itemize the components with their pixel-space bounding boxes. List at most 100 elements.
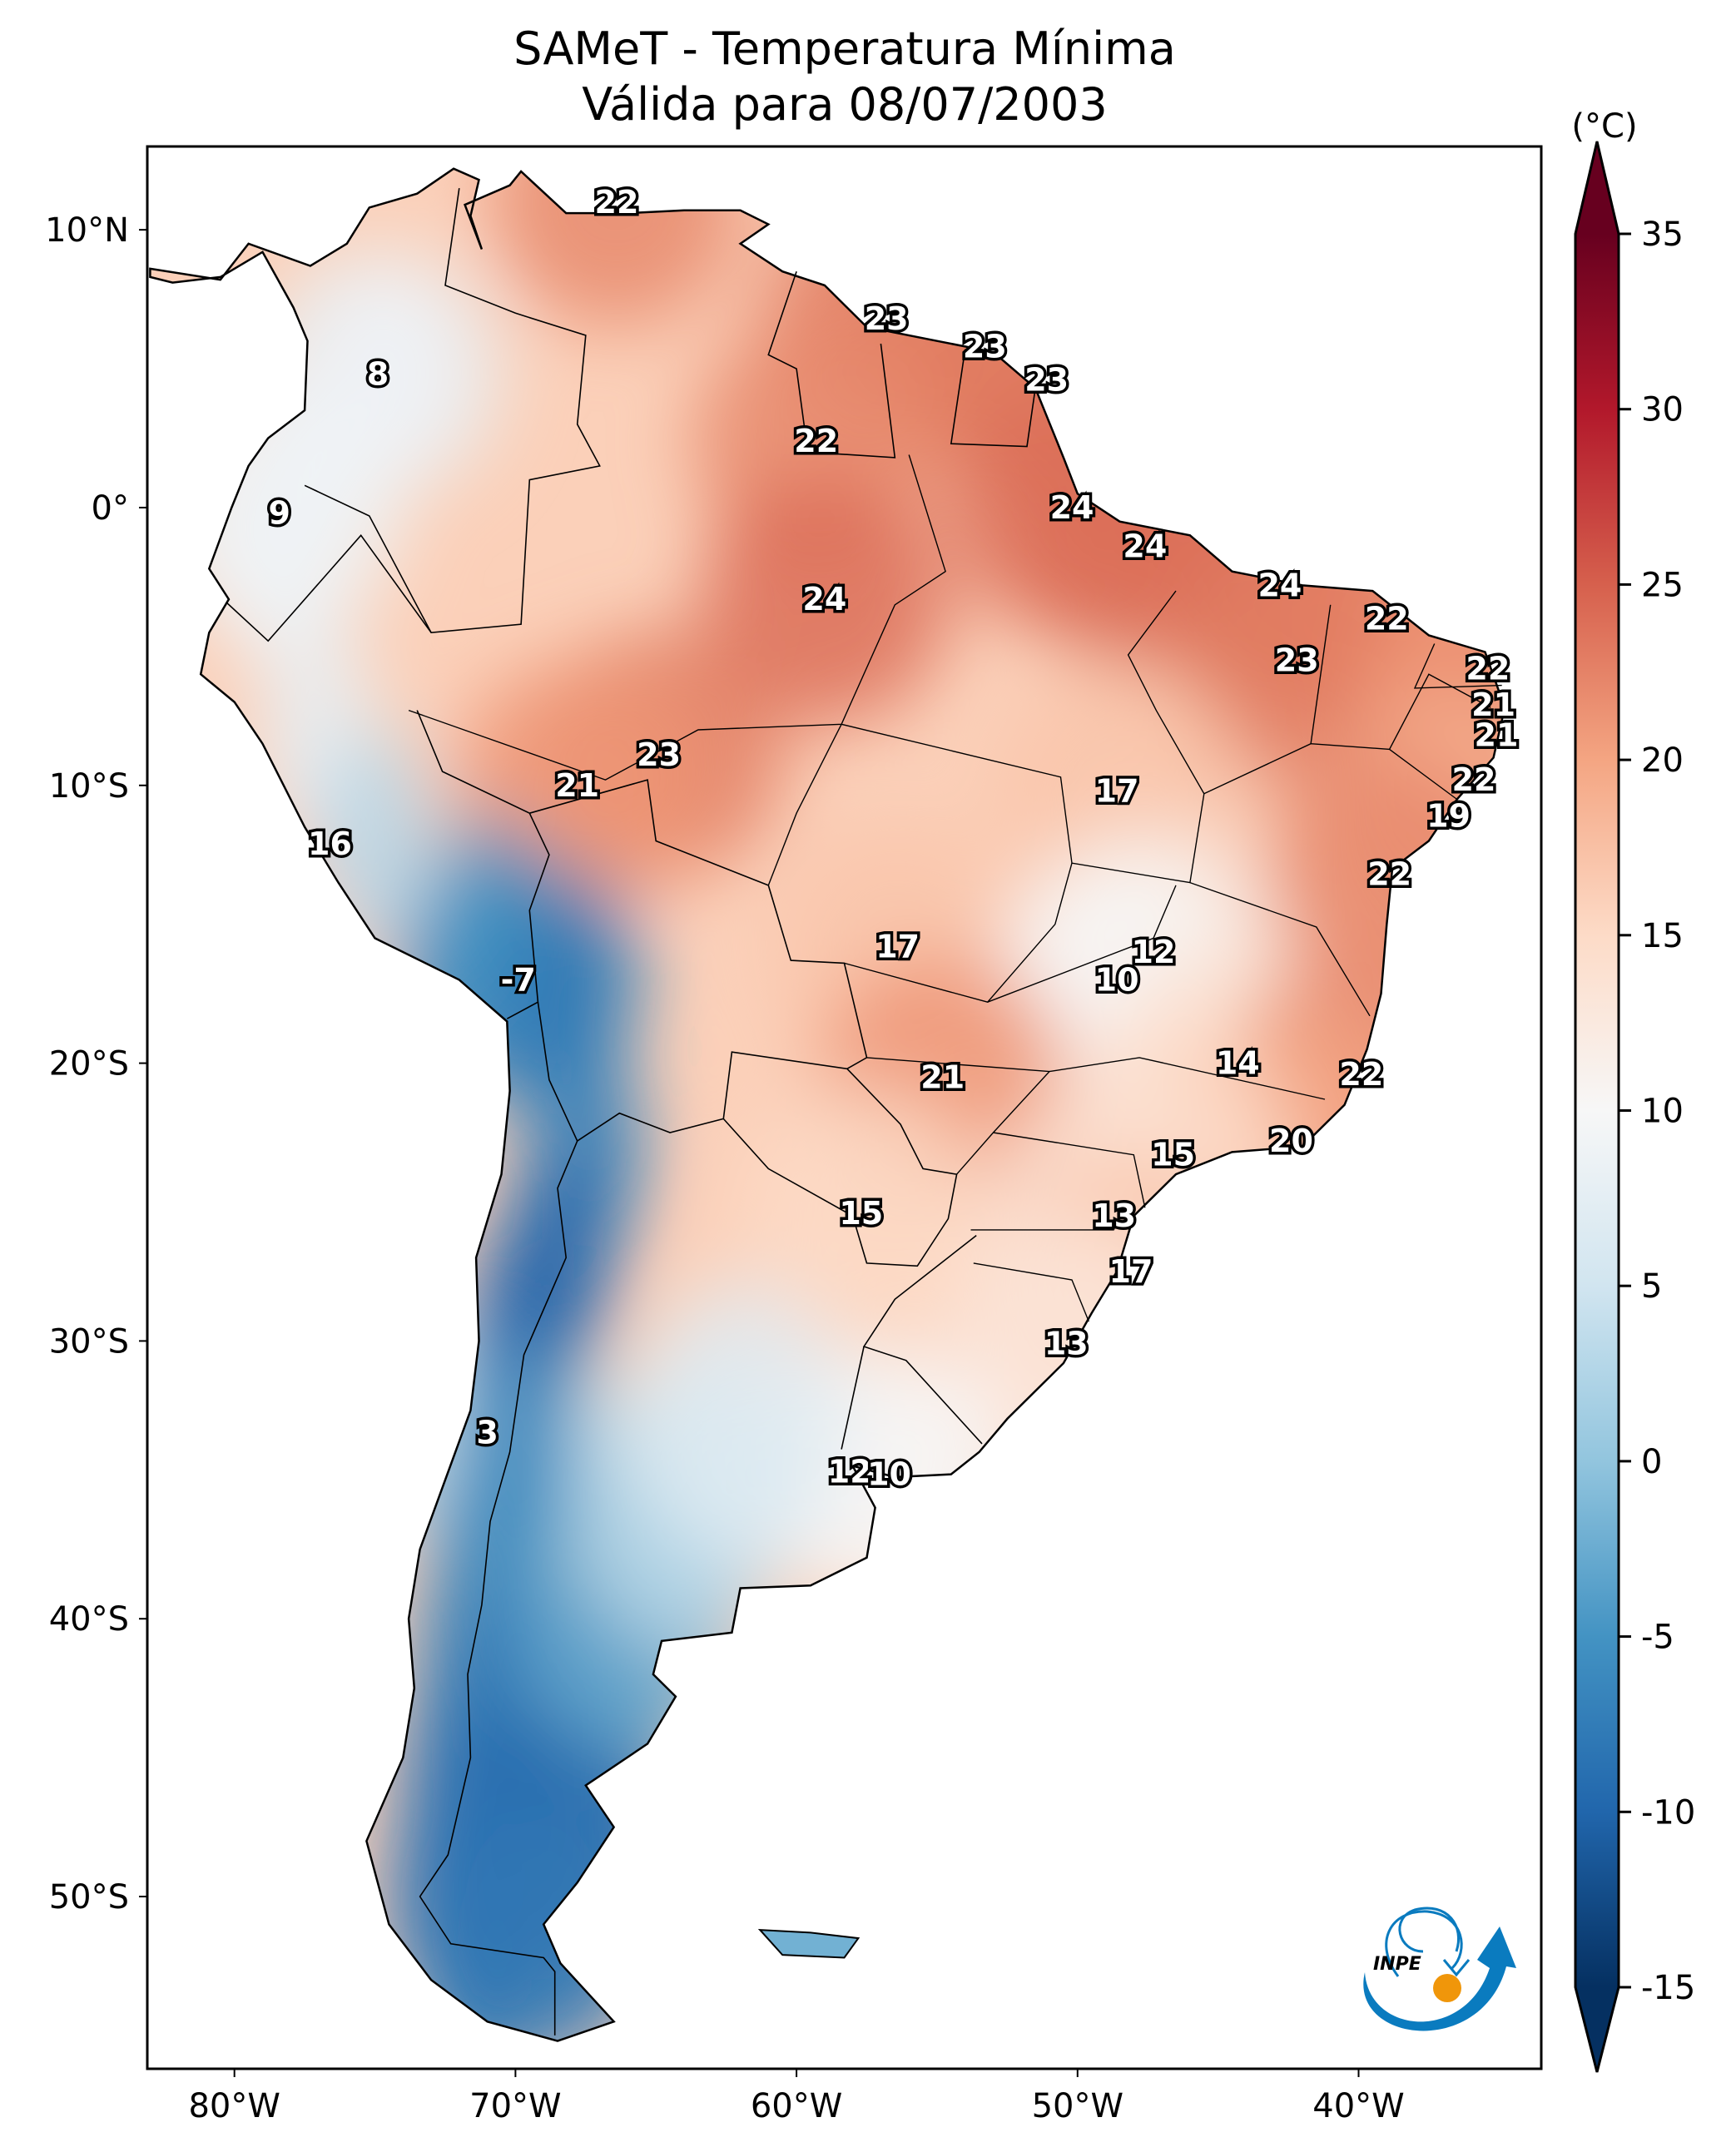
border-line bbox=[950, 349, 1036, 448]
x-tick-label: 80°W bbox=[188, 2087, 280, 2125]
x-tick-label: 50°W bbox=[1032, 2087, 1123, 2125]
station-temperature-label: 23 bbox=[1024, 361, 1069, 398]
colorbar-tick-label: 15 bbox=[1641, 917, 1684, 955]
station-temperature-label: 22 bbox=[1452, 761, 1496, 798]
station-temperature-label: 21 bbox=[1475, 717, 1519, 754]
border-line bbox=[419, 1140, 578, 2035]
station-temperature-label: 13 bbox=[1092, 1197, 1136, 1234]
station-temperature-label: 8 bbox=[367, 356, 389, 393]
field-patch bbox=[632, 1282, 849, 1566]
station-temperature-label: 23 bbox=[637, 736, 681, 773]
colorbar-tick-label: 25 bbox=[1641, 566, 1684, 604]
y-tick-label: 10°N bbox=[45, 211, 129, 250]
station-temperature-label: 10 bbox=[1095, 961, 1139, 998]
station-temperature-label: 24 bbox=[1050, 489, 1094, 526]
colorbar-tick-label: 0 bbox=[1641, 1443, 1662, 1481]
station-temperature-label: 24 bbox=[802, 581, 846, 617]
colorbar-tick-label: 5 bbox=[1641, 1267, 1662, 1306]
map-frame bbox=[146, 145, 1543, 2070]
x-tick-label: 40°W bbox=[1312, 2087, 1404, 2125]
logo-swoosh-arrow bbox=[1363, 1926, 1516, 2031]
station-temperature-label: 12 bbox=[828, 1453, 872, 1490]
station-temperature-label: 12 bbox=[1132, 934, 1176, 970]
logo-text: INPE bbox=[1373, 1954, 1421, 1975]
station-temperature-label: 20 bbox=[1269, 1123, 1313, 1159]
state-border-line bbox=[1049, 1057, 1326, 1100]
station-temperature-label: 17 bbox=[1109, 1253, 1153, 1290]
state-border-line bbox=[841, 590, 1205, 884]
border-line bbox=[304, 187, 601, 634]
y-tick-label: 40°S bbox=[49, 1600, 129, 1639]
country-borders bbox=[226, 187, 1502, 2035]
colorbar-tick-label: 20 bbox=[1641, 741, 1684, 780]
colorbar-tick-label: -15 bbox=[1641, 1969, 1695, 2007]
logo-arrow-head-small bbox=[1442, 1959, 1471, 1977]
station-temperature-label: 9 bbox=[268, 495, 290, 532]
state-border-line bbox=[844, 863, 1073, 1003]
station-temperature-label: 21 bbox=[1471, 687, 1515, 723]
colorbar-body bbox=[1575, 234, 1619, 1987]
station-temperature-label: 16 bbox=[308, 826, 352, 862]
colorbar-ticks: 35 30 25 20 15 10 5 0 -5 -10 -15 bbox=[1619, 216, 1695, 2007]
station-temperature-label: 21 bbox=[555, 767, 599, 804]
colorbar: 35 30 25 20 15 10 5 0 -5 -10 -15 (°C) bbox=[1571, 107, 1695, 2073]
station-temperature-label: 22 bbox=[1365, 600, 1409, 637]
border-line bbox=[841, 1346, 865, 1450]
y-tick-label: 20°S bbox=[49, 1045, 129, 1083]
y-tick-label: 0° bbox=[92, 489, 129, 528]
chart-subtitle: Válida para 08/07/2003 bbox=[582, 78, 1108, 131]
x-axis: 80°W 70°W 60°W 50°W 40°W bbox=[188, 2069, 1405, 2125]
state-border-line bbox=[1310, 604, 1332, 744]
colorbar-tick-label: -10 bbox=[1641, 1793, 1695, 1832]
station-temperature-label: 24 bbox=[1257, 567, 1302, 603]
station-temperature-label: 22 bbox=[1339, 1056, 1383, 1093]
station-temperature-label: 22 bbox=[1367, 856, 1411, 893]
station-temperature-label: 17 bbox=[875, 928, 920, 964]
station-temperature-label: 23 bbox=[1275, 642, 1319, 679]
colorbar-unit-label: (°C) bbox=[1571, 107, 1637, 146]
station-temperature-label: 17 bbox=[1095, 772, 1139, 809]
state-border-line bbox=[1388, 673, 1491, 750]
colorbar-tick-label: 35 bbox=[1641, 216, 1684, 254]
state-border-line bbox=[767, 723, 842, 886]
y-tick-label: 10°S bbox=[49, 767, 129, 806]
station-temperature-label: 23 bbox=[963, 328, 1007, 364]
falkland-islands bbox=[757, 1928, 861, 1959]
field-patch bbox=[218, 454, 335, 672]
station-temperature-label: 22 bbox=[1466, 651, 1510, 687]
y-axis: 10°N 0° 10°S 20°S 30°S 40°S 50°S bbox=[45, 211, 147, 1916]
station-temperature-label: 19 bbox=[1426, 797, 1471, 834]
logo-swirl-inner bbox=[1385, 1910, 1463, 1977]
field-patch bbox=[736, 1088, 986, 1338]
state-border-line bbox=[993, 1132, 1146, 1208]
border-line bbox=[722, 1068, 958, 1267]
x-tick-label: 70°W bbox=[469, 2087, 561, 2125]
field-patch bbox=[1172, 535, 1422, 786]
station-temperature-label: 22 bbox=[595, 184, 639, 221]
colorbar-tick-label: -5 bbox=[1641, 1619, 1674, 1657]
station-temperature-label: 3 bbox=[476, 1415, 498, 1451]
colorbar-extend-min bbox=[1575, 1987, 1619, 2072]
state-border-line bbox=[973, 1262, 1089, 1322]
state-border-line bbox=[1189, 881, 1371, 1017]
border-line bbox=[226, 534, 432, 642]
station-temperature-label: -7 bbox=[501, 961, 536, 998]
state-border-line bbox=[987, 885, 1177, 1003]
station-temperature-label: 14 bbox=[1216, 1045, 1260, 1082]
station-temperature-label: 22 bbox=[794, 423, 838, 459]
y-tick-label: 30°S bbox=[49, 1322, 129, 1361]
chart-title: SAMeT - Temperatura Mínima bbox=[513, 22, 1176, 75]
station-temperature-label: 21 bbox=[920, 1059, 965, 1095]
inpe-logo: INPE bbox=[1363, 1907, 1516, 2031]
station-temperature-label: 10 bbox=[867, 1456, 911, 1493]
field-patch bbox=[699, 474, 950, 725]
station-temperature-label: 24 bbox=[1123, 528, 1167, 565]
state-border-line bbox=[1203, 742, 1458, 801]
station-temperature-label: 15 bbox=[839, 1195, 883, 1232]
coastline bbox=[149, 167, 1506, 2042]
station-temperature-label: 23 bbox=[865, 300, 909, 337]
x-tick-label: 60°W bbox=[751, 2087, 842, 2125]
